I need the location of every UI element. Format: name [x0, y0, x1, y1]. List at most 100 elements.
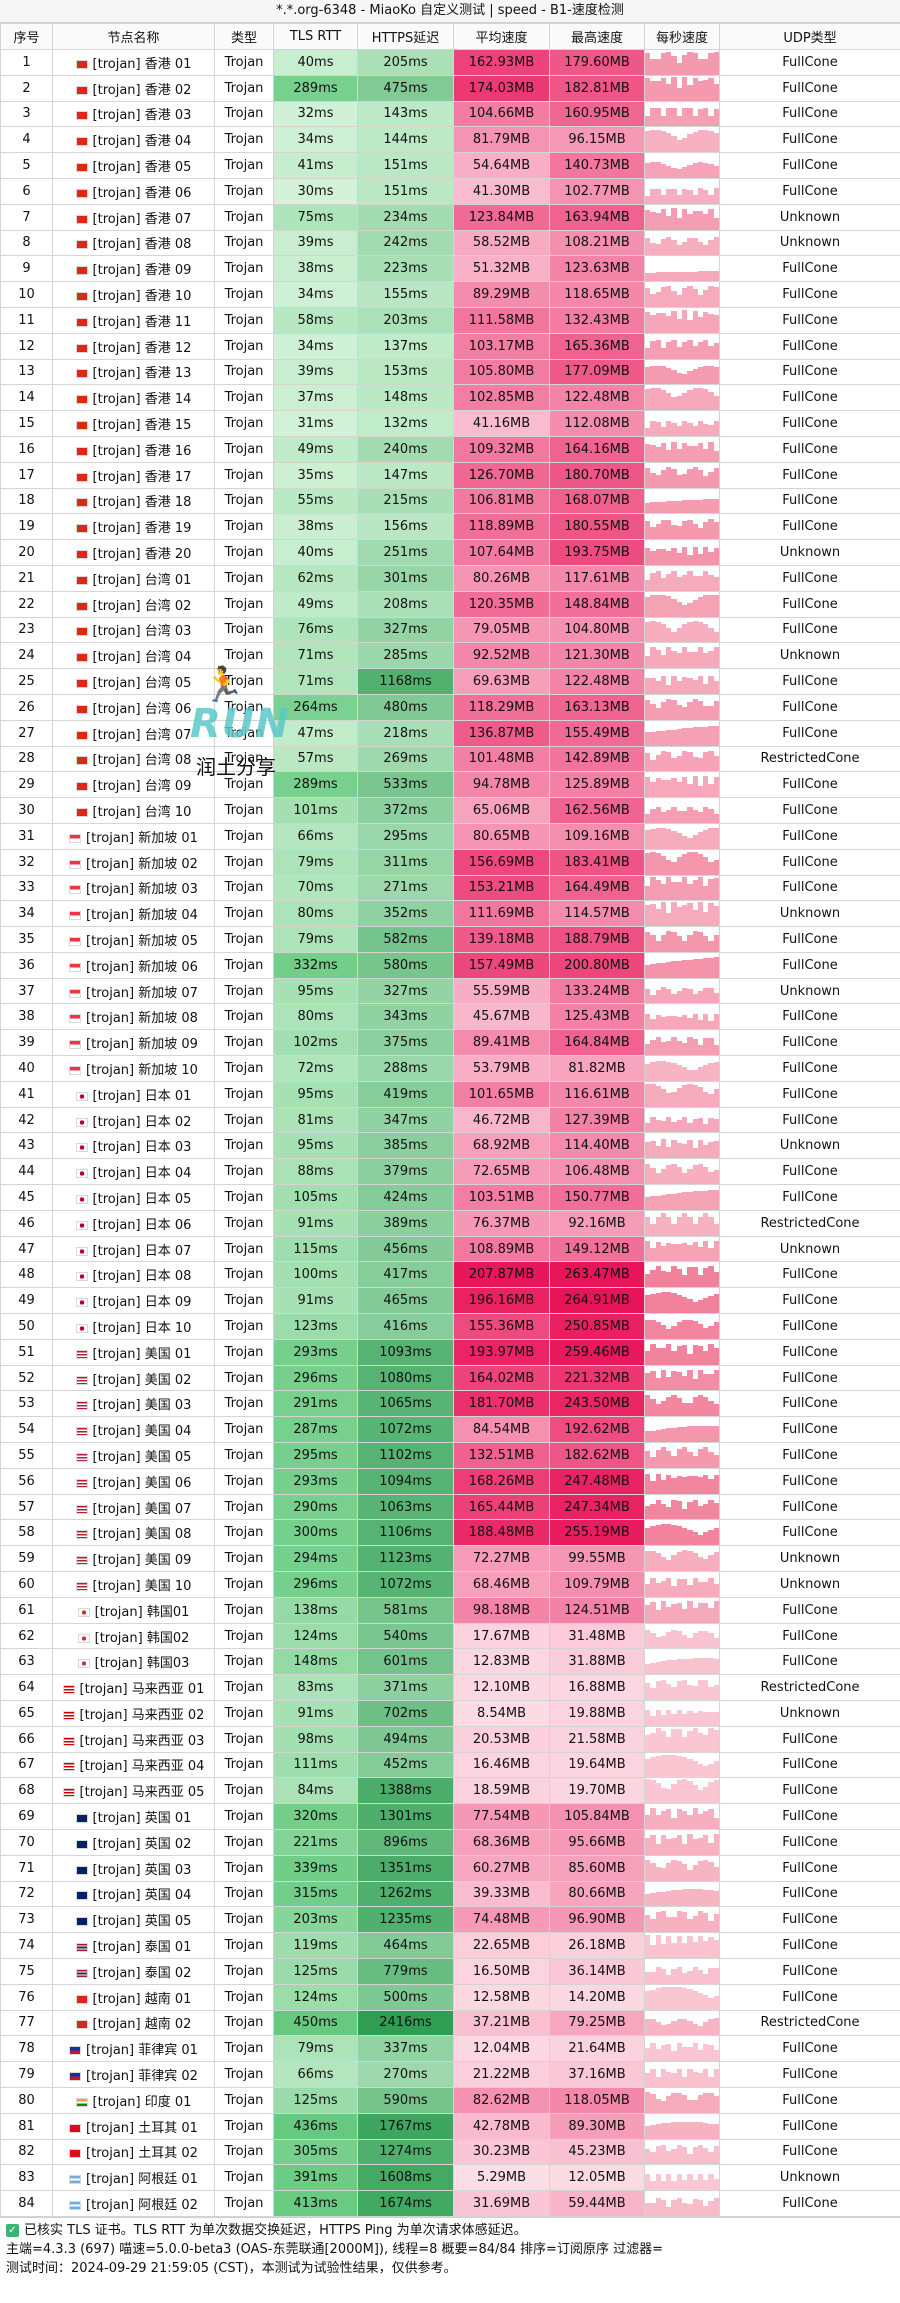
col-header-per-second-speed[interactable]: 每秒速度: [644, 23, 720, 50]
table-row[interactable]: 38 [trojan] 新加坡 08 Trojan 80ms 343ms 45.67MB 1…: [0, 1003, 900, 1031]
table-row[interactable]: 2 [trojan] 香港 02 Trojan 289ms 475ms 174.03MB 1…: [0, 74, 900, 102]
table-row[interactable]: 50 [trojan] 日本 10 Trojan 123ms 416ms 155.36MB…: [0, 1313, 900, 1340]
col-header-tls-rtt[interactable]: TLS RTT: [273, 23, 358, 50]
sparkline-bar: [697, 1370, 704, 1390]
table-row[interactable]: 9 [trojan] 香港 09 Trojan 38ms 223ms 51.32MB 123…: [0, 255, 900, 283]
table-row[interactable]: 3 [trojan] 香港 03 Trojan 32ms 143ms 104.66MB 16…: [0, 100, 900, 128]
table-row[interactable]: 47 [trojan] 日本 07 Trojan 115ms 456ms 108.89MB…: [0, 1235, 900, 1263]
table-row[interactable]: 59 [trojan] 美国 09 Trojan 294ms 1123ms 72.27MB…: [0, 1545, 900, 1573]
table-row[interactable]: 67 [trojan] 马来西亚 04 Trojan 111ms 452ms 16.46M…: [0, 1751, 900, 1779]
table-row[interactable]: 77 [trojan] 越南 02 Trojan 450ms 2416ms 37.21MB…: [0, 2009, 900, 2037]
table-row[interactable]: 51 [trojan] 美国 01 Trojan 293ms 1093ms 193.97M…: [0, 1338, 900, 1366]
row-index: 73: [0, 1906, 53, 1934]
table-row[interactable]: 16 [trojan] 香港 16 Trojan 49ms 240ms 109.32MB 1…: [0, 435, 900, 463]
table-row[interactable]: 55 [trojan] 美国 05 Trojan 295ms 1102ms 132.51M…: [0, 1442, 900, 1469]
col-header-udp-type[interactable]: UDP类型: [719, 23, 900, 50]
tls-rtt: 102ms: [273, 1029, 358, 1057]
table-row[interactable]: 28 [trojan] 台湾 08 Trojan 57ms 269ms 101.48MB 1…: [0, 745, 900, 773]
table-row[interactable]: 76 [trojan] 越南 01 Trojan 124ms 500ms 12.58MB 1…: [0, 1983, 900, 2011]
table-row[interactable]: 71 [trojan] 英国 03 Trojan 339ms 1351ms 60.27MB…: [0, 1854, 900, 1882]
table-row[interactable]: 36 [trojan] 新加坡 06 Trojan 332ms 580ms 157.49M…: [0, 951, 900, 979]
table-row[interactable]: 13 [trojan] 香港 13 Trojan 39ms 153ms 105.80MB 1…: [0, 358, 900, 386]
col-header-avg-speed[interactable]: 平均速度: [453, 23, 550, 50]
sparkline-bar: [703, 1268, 709, 1287]
table-row[interactable]: 61 [trojan] 韩国01 Trojan 138ms 581ms 98.18MB 12…: [0, 1596, 900, 1624]
col-header-name[interactable]: 节点名称: [52, 23, 215, 50]
table-row[interactable]: 10 [trojan] 香港 10 Trojan 34ms 155ms 89.29MB 11…: [0, 281, 900, 308]
table-row[interactable]: 70 [trojan] 英国 02 Trojan 221ms 896ms 68.36MB 9…: [0, 1828, 900, 1856]
table-row[interactable]: 30 [trojan] 台湾 10 Trojan 101ms 372ms 65.06MB 1…: [0, 797, 900, 824]
table-row[interactable]: 46 [trojan] 日本 06 Trojan 91ms 389ms 76.37MB 92…: [0, 1209, 900, 1237]
table-row[interactable]: 54 [trojan] 美国 04 Trojan 287ms 1072ms 84.54MB…: [0, 1416, 900, 1444]
table-row[interactable]: 12 [trojan] 香港 12 Trojan 34ms 137ms 103.17MB 1…: [0, 332, 900, 360]
table-row[interactable]: 60 [trojan] 美国 10 Trojan 296ms 1072ms 68.46MB…: [0, 1571, 900, 1598]
table-row[interactable]: 35 [trojan] 新加坡 05 Trojan 79ms 582ms 139.18MB…: [0, 926, 900, 953]
table-row[interactable]: 82 [trojan] 土耳其 02 Trojan 305ms 1274ms 30.23M…: [0, 2138, 900, 2166]
table-row[interactable]: 42 [trojan] 日本 02 Trojan 81ms 347ms 46.72MB 12…: [0, 1106, 900, 1134]
table-row[interactable]: 22 [trojan] 台湾 02 Trojan 49ms 208ms 120.35MB 1…: [0, 590, 900, 618]
table-row[interactable]: 32 [trojan] 新加坡 02 Trojan 79ms 311ms 156.69MB…: [0, 848, 900, 876]
table-row[interactable]: 31 [trojan] 新加坡 01 Trojan 66ms 295ms 80.65MB 1…: [0, 822, 900, 850]
table-row[interactable]: 84 [trojan] 阿根廷 02 Trojan 413ms 1674ms 31.69M…: [0, 2190, 900, 2217]
table-row[interactable]: 57 [trojan] 美国 07 Trojan 290ms 1063ms 165.44M…: [0, 1493, 900, 1521]
table-row[interactable]: 58 [trojan] 美国 08 Trojan 300ms 1106ms 188.48M…: [0, 1519, 900, 1547]
tls-rtt: 391ms: [273, 2164, 358, 2192]
table-row[interactable]: 34 [trojan] 新加坡 04 Trojan 80ms 352ms 111.69MB…: [0, 900, 900, 928]
table-row[interactable]: 11 [trojan] 香港 11 Trojan 58ms 203ms 111.58MB 1…: [0, 306, 900, 334]
table-row[interactable]: 81 [trojan] 土耳其 01 Trojan 436ms 1767ms 42.78M…: [0, 2112, 900, 2140]
table-row[interactable]: 48 [trojan] 日本 08 Trojan 100ms 417ms 207.87MB…: [0, 1261, 900, 1289]
col-header-https-latency[interactable]: HTTPS延迟: [357, 23, 454, 50]
table-row[interactable]: 24 [trojan] 台湾 04 Trojan 71ms 285ms 92.52MB 12…: [0, 642, 900, 670]
table-row[interactable]: 20 [trojan] 香港 20 Trojan 40ms 251ms 107.64MB 1…: [0, 539, 900, 566]
table-row[interactable]: 4 [trojan] 香港 04 Trojan 34ms 144ms 81.79MB 96.…: [0, 126, 900, 154]
col-header-index[interactable]: 序号: [0, 23, 53, 50]
table-row[interactable]: 63 [trojan] 韩国03 Trojan 148ms 601ms 12.83MB 31…: [0, 1648, 900, 1676]
table-row[interactable]: 1 [trojan] 香港 01 Trojan 40ms 205ms 162.93MB 17…: [0, 49, 900, 76]
table-row[interactable]: 33 [trojan] 新加坡 03 Trojan 70ms 271ms 153.21MB…: [0, 874, 900, 902]
table-row[interactable]: 66 [trojan] 马来西亚 03 Trojan 98ms 494ms 20.53MB…: [0, 1725, 900, 1753]
table-row[interactable]: 23 [trojan] 台湾 03 Trojan 76ms 327ms 79.05MB 10…: [0, 616, 900, 644]
table-row[interactable]: 15 [trojan] 香港 15 Trojan 31ms 132ms 41.16MB 11…: [0, 410, 900, 437]
table-row[interactable]: 29 [trojan] 台湾 09 Trojan 289ms 533ms 94.78MB 1…: [0, 771, 900, 799]
table-row[interactable]: 14 [trojan] 香港 14 Trojan 37ms 148ms 102.85MB 1…: [0, 384, 900, 412]
table-row[interactable]: 26 [trojan] 台湾 06 Trojan 264ms 480ms 118.29MB…: [0, 693, 900, 721]
table-row[interactable]: 69 [trojan] 英国 01 Trojan 320ms 1301ms 77.54MB…: [0, 1803, 900, 1830]
table-row[interactable]: 37 [trojan] 新加坡 07 Trojan 95ms 327ms 55.59MB 1…: [0, 977, 900, 1005]
table-row[interactable]: 78 [trojan] 菲律宾 01 Trojan 79ms 337ms 12.04MB 2…: [0, 2035, 900, 2063]
table-row[interactable]: 68 [trojan] 马来西亚 05 Trojan 84ms 1388ms 18.59M…: [0, 1777, 900, 1805]
table-row[interactable]: 27 [trojan] 台湾 07 Trojan 47ms 218ms 136.87MB 1…: [0, 719, 900, 747]
table-row[interactable]: 52 [trojan] 美国 02 Trojan 296ms 1080ms 164.02M…: [0, 1364, 900, 1392]
table-row[interactable]: 74 [trojan] 泰国 01 Trojan 119ms 464ms 22.65MB 2…: [0, 1932, 900, 1959]
table-row[interactable]: 25 [trojan] 台湾 05 Trojan 71ms 1168ms 69.63MB 1…: [0, 668, 900, 695]
table-row[interactable]: 75 [trojan] 泰国 02 Trojan 125ms 779ms 16.50MB 3…: [0, 1957, 900, 1985]
table-row[interactable]: 18 [trojan] 香港 18 Trojan 55ms 215ms 106.81MB 1…: [0, 487, 900, 515]
table-row[interactable]: 73 [trojan] 英国 05 Trojan 203ms 1235ms 74.48MB…: [0, 1906, 900, 1934]
table-row[interactable]: 45 [trojan] 日本 05 Trojan 105ms 424ms 103.51MB…: [0, 1184, 900, 1211]
table-row[interactable]: 5 [trojan] 香港 05 Trojan 41ms 151ms 54.64MB 140…: [0, 152, 900, 179]
table-row[interactable]: 6 [trojan] 香港 06 Trojan 30ms 151ms 41.30MB 102…: [0, 177, 900, 205]
table-row[interactable]: 64 [trojan] 马来西亚 01 Trojan 83ms 371ms 12.10MB…: [0, 1674, 900, 1701]
table-row[interactable]: 17 [trojan] 香港 17 Trojan 35ms 147ms 126.70MB 1…: [0, 461, 900, 489]
table-row[interactable]: 40 [trojan] 新加坡 10 Trojan 72ms 288ms 53.79MB 8…: [0, 1055, 900, 1082]
proxy-type: Trojan: [214, 1442, 274, 1469]
table-row[interactable]: 65 [trojan] 马来西亚 02 Trojan 91ms 702ms 8.54MB 1…: [0, 1700, 900, 1727]
col-header-max-speed[interactable]: 最高速度: [549, 23, 645, 50]
table-row[interactable]: 83 [trojan] 阿根廷 01 Trojan 391ms 1608ms 5.29MB…: [0, 2164, 900, 2192]
table-row[interactable]: 80 [trojan] 印度 01 Trojan 125ms 590ms 82.62MB 1…: [0, 2086, 900, 2114]
flag-my-icon: [62, 1736, 75, 1746]
table-row[interactable]: 49 [trojan] 日本 09 Trojan 91ms 465ms 196.16MB 2…: [0, 1287, 900, 1315]
table-row[interactable]: 7 [trojan] 香港 07 Trojan 75ms 234ms 123.84MB 16…: [0, 203, 900, 231]
table-row[interactable]: 79 [trojan] 菲律宾 02 Trojan 66ms 270ms 21.22MB 3…: [0, 2061, 900, 2088]
table-row[interactable]: 21 [trojan] 台湾 01 Trojan 62ms 301ms 80.26MB 11…: [0, 564, 900, 592]
table-row[interactable]: 62 [trojan] 韩国02 Trojan 124ms 540ms 17.67MB 31…: [0, 1622, 900, 1650]
col-header-type[interactable]: 类型: [214, 23, 274, 50]
table-row[interactable]: 44 [trojan] 日本 04 Trojan 88ms 379ms 72.65MB 10…: [0, 1158, 900, 1186]
table-row[interactable]: 19 [trojan] 香港 19 Trojan 38ms 156ms 118.89MB 1…: [0, 513, 900, 541]
table-row[interactable]: 72 [trojan] 英国 04 Trojan 315ms 1262ms 39.33MB…: [0, 1880, 900, 1908]
table-row[interactable]: 43 [trojan] 日本 03 Trojan 95ms 385ms 68.92MB 11…: [0, 1132, 900, 1160]
table-row[interactable]: 8 [trojan] 香港 08 Trojan 39ms 242ms 58.52MB 108…: [0, 229, 900, 257]
table-row[interactable]: 39 [trojan] 新加坡 09 Trojan 102ms 375ms 89.41MB…: [0, 1029, 900, 1057]
table-row[interactable]: 41 [trojan] 日本 01 Trojan 95ms 419ms 101.65MB 1…: [0, 1080, 900, 1108]
table-row[interactable]: 56 [trojan] 美国 06 Trojan 293ms 1094ms 168.26M…: [0, 1467, 900, 1495]
table-row[interactable]: 53 [trojan] 美国 03 Trojan 291ms 1065ms 181.70M…: [0, 1390, 900, 1418]
